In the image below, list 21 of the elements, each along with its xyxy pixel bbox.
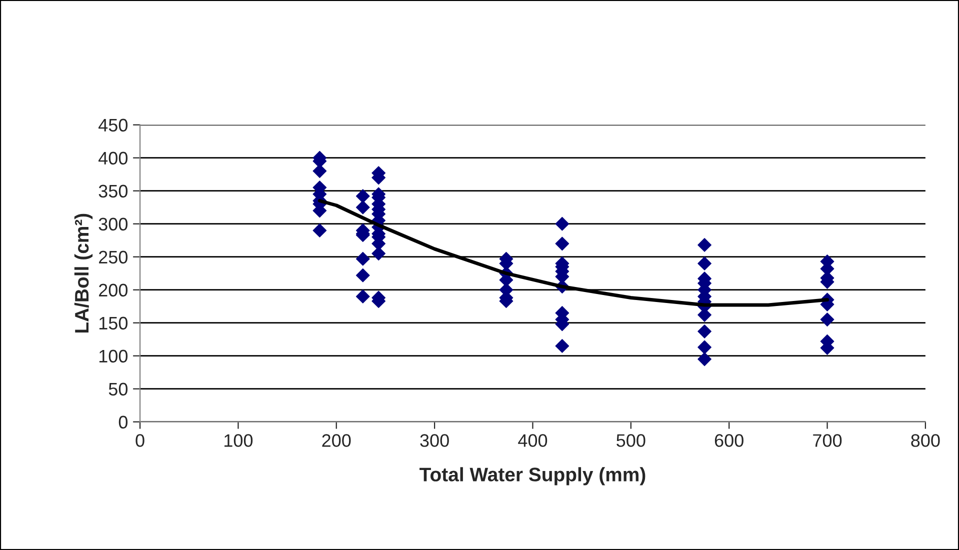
- x-tick-label: 700: [813, 434, 842, 447]
- x-axis-title: Total Water Supply (mm): [420, 467, 646, 486]
- x-tick-label: 600: [714, 434, 744, 447]
- y-tick-label: 350: [98, 184, 128, 198]
- x-tick-label: 0: [136, 434, 144, 447]
- y-tick-label: 250: [98, 250, 128, 264]
- y-tick-label: 200: [98, 284, 128, 297]
- x-tick-label: 500: [616, 434, 646, 447]
- y-tick-label: 50: [108, 382, 128, 396]
- y-tick-label: 400: [98, 152, 128, 165]
- x-tick-label: 200: [322, 434, 351, 447]
- x-tick-label: 400: [518, 434, 548, 447]
- y-tick-label: 450: [98, 118, 128, 132]
- x-tick-label: 800: [911, 434, 940, 447]
- y-tick-label: 300: [98, 218, 128, 231]
- x-tick-label: 100: [224, 434, 253, 447]
- y-axis-title: LA/Boll (cm²): [74, 214, 93, 333]
- x-tick-label: 300: [420, 434, 449, 447]
- y-tick-label: 0: [118, 416, 128, 429]
- y-tick-label: 150: [99, 316, 128, 330]
- y-tick-label: 100: [99, 350, 128, 363]
